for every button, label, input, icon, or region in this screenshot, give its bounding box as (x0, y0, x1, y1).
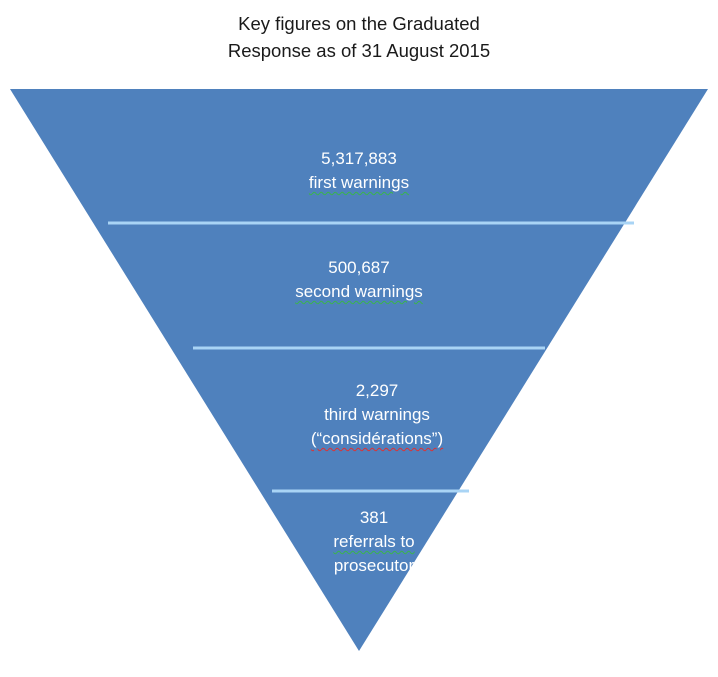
level-4-value: 381 (359, 508, 389, 527)
level-3-value: 2,297 (355, 381, 399, 400)
level-2-label: second warnings (229, 280, 489, 304)
title-line-1: Key figures on the Graduated (238, 13, 480, 34)
level-1-label: first warnings (229, 171, 489, 195)
level-4-label-line-1: referrals to (244, 530, 504, 554)
level-2-label-text: second warnings (295, 282, 423, 301)
level-1-label-text: first warnings (308, 173, 410, 192)
level-3-label-line-2: (“considérations”) (247, 427, 507, 451)
level-4-label-line-1-text: referrals to (333, 532, 415, 551)
level-3-label-line-2-text: (“considérations”) (310, 429, 444, 448)
level-1-value: 5,317,883 (321, 149, 397, 168)
level-4-label-line-2: prosecutor (333, 556, 415, 575)
diagram-title: Key figures on the Graduated Response as… (0, 10, 718, 64)
level-referrals: 381 referrals to prosecutor (244, 506, 504, 578)
level-third-warnings: 2,297 third warnings (“considérations”) (247, 379, 507, 451)
title-line-2: Response as of 31 August 2015 (227, 40, 491, 61)
level-second-warnings: 500,687 second warnings (229, 256, 489, 304)
level-3-label-line-1: third warnings (324, 405, 430, 424)
funnel-triangle (10, 89, 708, 651)
level-2-value: 500,687 (328, 258, 390, 277)
level-first-warnings: 5,317,883 first warnings (229, 147, 489, 195)
